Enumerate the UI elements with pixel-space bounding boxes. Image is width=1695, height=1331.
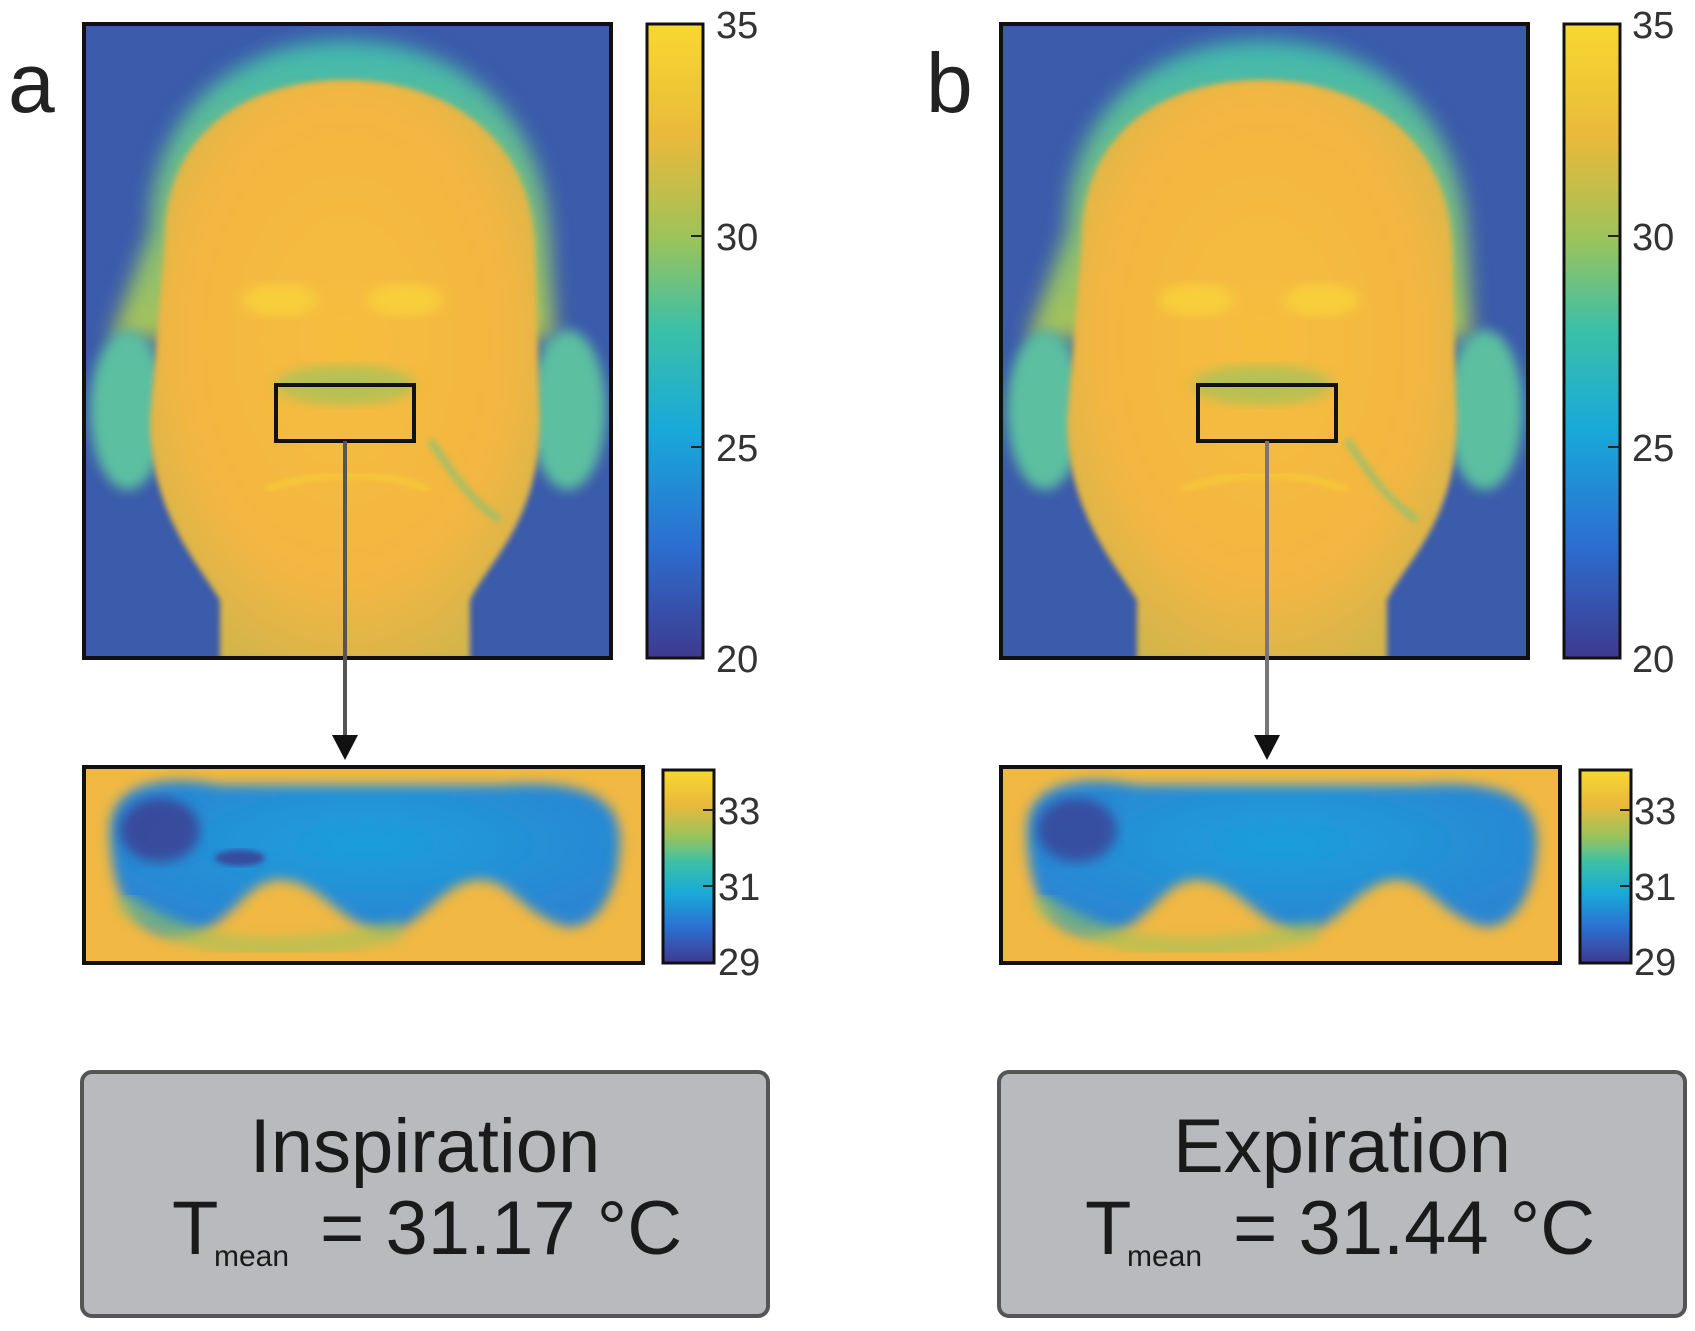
- result-formula-symbol: T: [1085, 1186, 1131, 1271]
- result-formula-value: = 31.17 °C: [320, 1186, 682, 1271]
- down-arrow-icon: [332, 441, 358, 760]
- panel-b: b 35 30 25 20: [926, 5, 1687, 1318]
- result-title: Inspiration: [250, 1104, 601, 1189]
- main-image-frame: [82, 22, 613, 660]
- colorbar-tick-label: 30: [716, 217, 758, 259]
- main-colorbar: 35 30 25 20: [1562, 5, 1674, 681]
- colorbar-tick-label: 20: [1632, 639, 1674, 681]
- result-formula-symbol: T: [172, 1186, 218, 1271]
- colorbar-tick-label: 30: [1632, 217, 1674, 259]
- colorbar-tick-label: 35: [1632, 5, 1674, 47]
- result-formula-subscript: mean: [1127, 1240, 1202, 1273]
- result-formula-subscript: mean: [214, 1240, 289, 1273]
- colorbar-tick-label: 33: [1634, 791, 1676, 833]
- zoom-colorbar: 33 31 29: [1578, 768, 1676, 984]
- colorbar-tick-label: 31: [718, 867, 760, 909]
- panel-letter: b: [926, 36, 973, 130]
- thermal-zoom-image: [84, 767, 643, 963]
- zoom-colorbar: 33 31 29: [661, 768, 760, 984]
- main-image-frame: [999, 22, 1530, 660]
- colorbar-tick-label: 33: [718, 791, 760, 833]
- result-box: Inspiration T mean = 31.17 °C: [80, 1070, 770, 1318]
- colorbar-tick-label: 35: [716, 5, 758, 47]
- thermal-face-image: [1001, 24, 1528, 658]
- colorbar-tick-label: 25: [716, 428, 758, 470]
- main-colorbar: 35 30 25 20: [645, 5, 758, 681]
- zoom-image-frame: [999, 765, 1562, 965]
- result-title: Expiration: [1173, 1104, 1511, 1189]
- colorbar-tick-label: 29: [1634, 942, 1676, 984]
- colorbar-tick-label: 20: [716, 639, 758, 681]
- result-box: Expiration T mean = 31.44 °C: [997, 1070, 1687, 1318]
- thermal-zoom-image: [1001, 767, 1560, 963]
- panel-a: a: [8, 5, 770, 1318]
- panel-letter: a: [8, 36, 55, 130]
- down-arrow-icon: [1254, 441, 1280, 760]
- colorbar-tick-label: 29: [718, 942, 760, 984]
- thermal-face-image: [84, 24, 611, 658]
- colorbar-tick-label: 31: [1634, 867, 1676, 909]
- result-formula-value: = 31.44 °C: [1233, 1186, 1595, 1271]
- zoom-image-frame: [82, 765, 645, 965]
- colorbar-tick-label: 25: [1632, 428, 1674, 470]
